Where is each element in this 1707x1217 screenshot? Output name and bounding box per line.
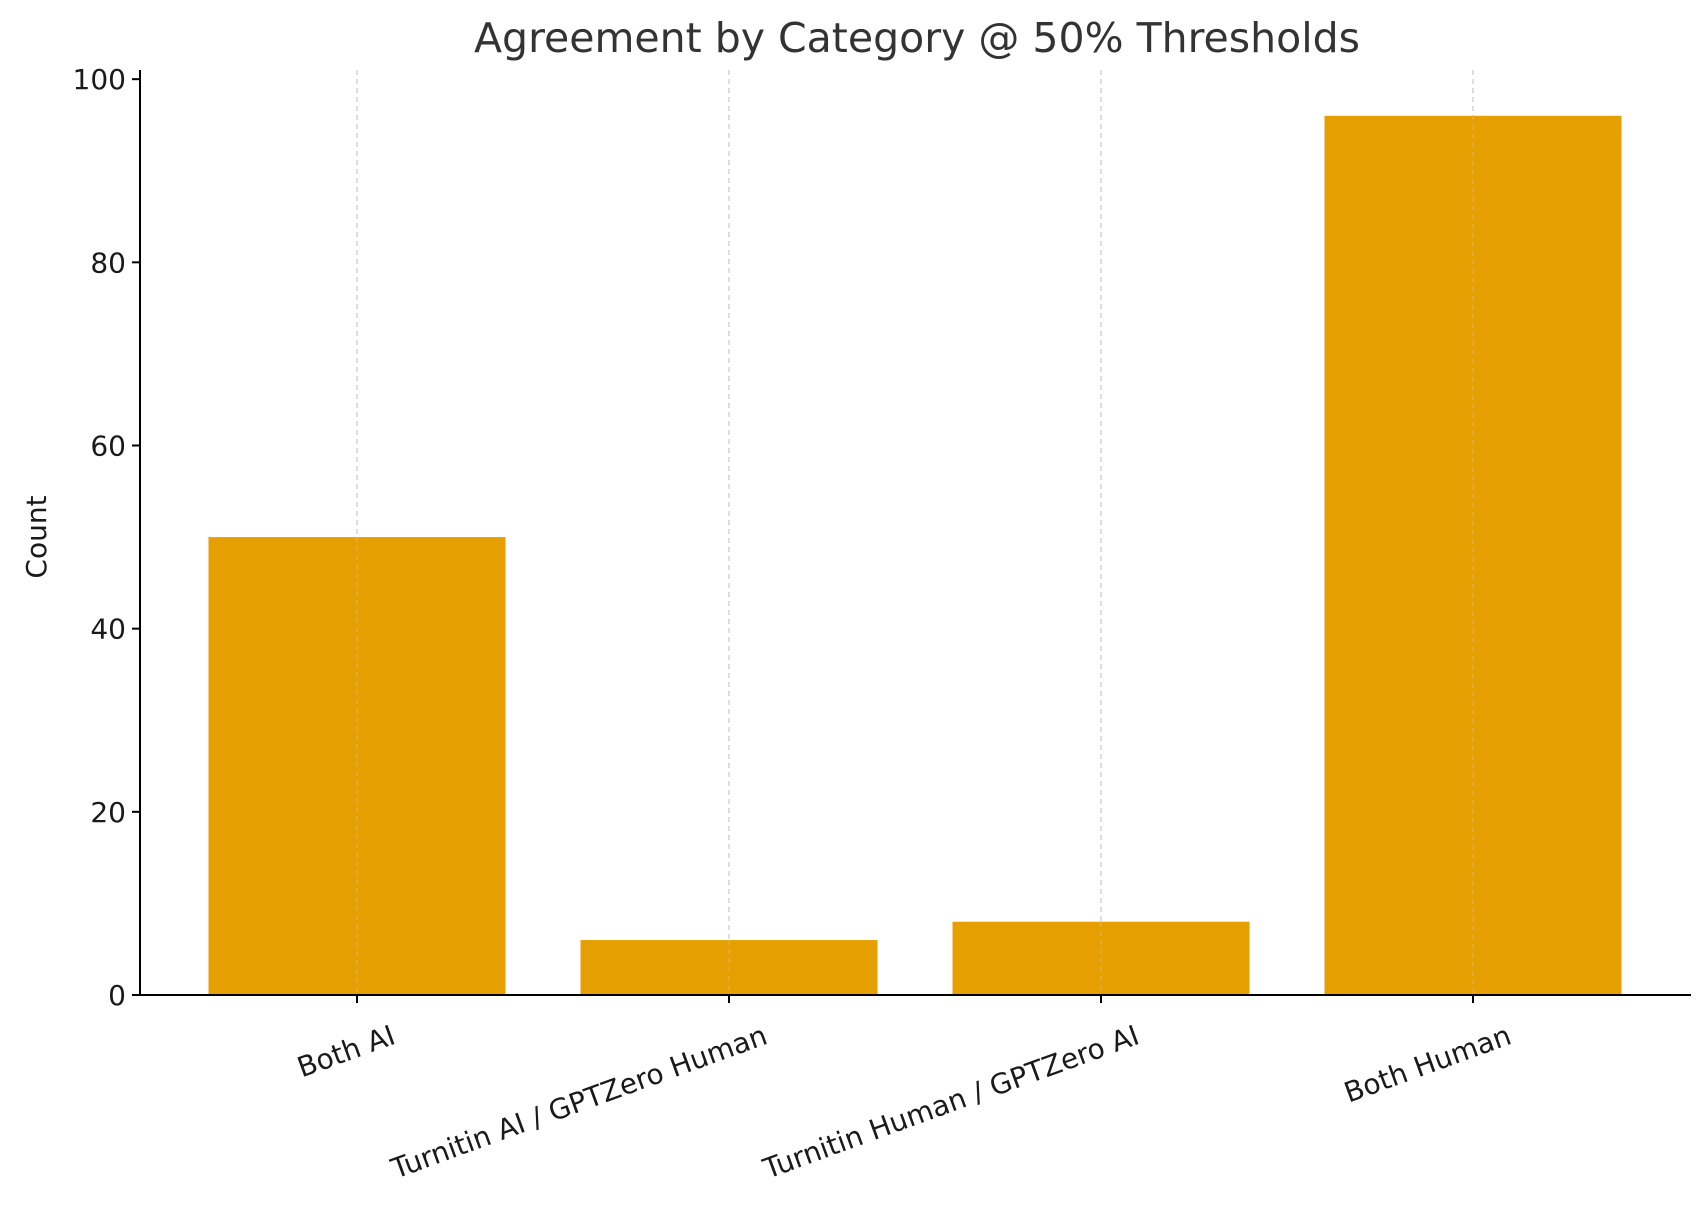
y-axis-label: Count [20, 495, 53, 578]
axes [132, 70, 1691, 1003]
x-tick-label-both-ai: Both AI [293, 1019, 400, 1085]
y-tick-label-60: 60 [90, 429, 126, 462]
gridlines [356, 70, 1474, 995]
bars [208, 115, 1622, 996]
x-tick-label-turnitin-ai-gptzero-human: Turnitin AI / GPTZero Human [386, 1019, 771, 1186]
x-tick-label-both-human: Both Human [1340, 1019, 1516, 1110]
y-tick-label-80: 80 [90, 246, 126, 279]
y-tick-label-0: 0 [108, 979, 126, 1012]
y-tick-label-100: 100 [73, 63, 126, 96]
y-tick-label-40: 40 [90, 613, 126, 646]
x-tick-label-turnitin-human-gptzero-ai: Turnitin Human / GPTZero AI [758, 1019, 1143, 1186]
y-tick-label-20: 20 [90, 796, 126, 829]
chart-title: Agreement by Category @ 50% Thresholds [474, 14, 1360, 62]
